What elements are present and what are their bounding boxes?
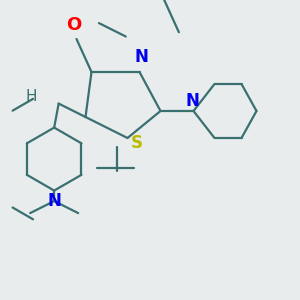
Text: H: H <box>26 88 38 104</box>
Text: N: N <box>47 192 61 210</box>
Text: S: S <box>131 134 143 152</box>
Text: O: O <box>66 16 81 34</box>
Text: N: N <box>185 92 199 110</box>
Text: N: N <box>134 48 148 66</box>
